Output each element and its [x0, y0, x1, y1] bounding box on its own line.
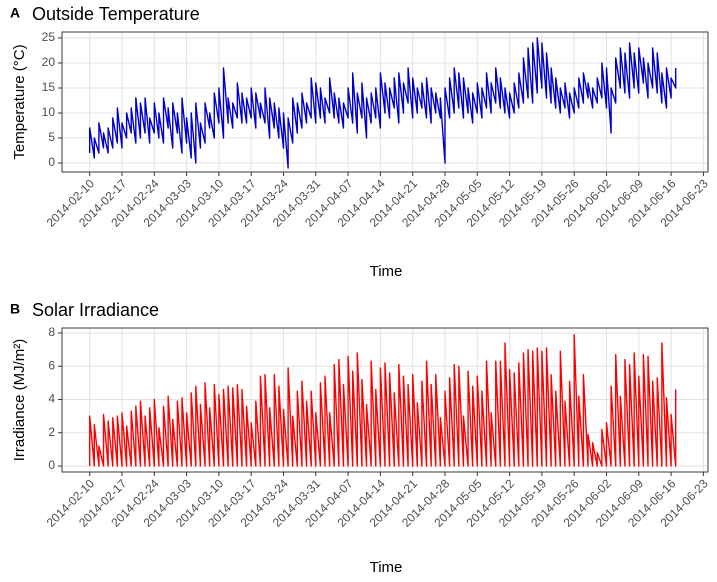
panel-tag: B	[10, 301, 20, 317]
y-tick-label: 15	[42, 80, 56, 94]
y-tick-label: 10	[42, 105, 56, 119]
chart-title: Solar Irradiance	[32, 300, 159, 320]
x-axis-label: Time	[370, 263, 403, 280]
y-tick-label: 25	[42, 30, 56, 44]
y-tick-label: 2	[48, 425, 55, 439]
y-tick-label: 5	[48, 130, 55, 144]
y-tick-label: 0	[48, 458, 55, 472]
plot-border	[61, 327, 709, 473]
y-tick-label: 8	[48, 325, 55, 339]
y-axis-label: Temperature (°C)	[11, 44, 28, 159]
y-tick-label: 4	[48, 392, 55, 406]
plot-border	[61, 31, 709, 173]
y-tick-label: 6	[48, 358, 55, 372]
data-line	[88, 333, 677, 467]
chart-title: Outside Temperature	[32, 4, 200, 24]
panel-tag: A	[10, 5, 20, 21]
y-tick-label: 0	[48, 155, 55, 169]
y-axis-label: Irradiance (MJ/m²)	[11, 339, 28, 462]
x-axis-label: Time	[370, 559, 403, 576]
y-tick-label: 20	[42, 55, 56, 69]
data-line	[88, 37, 677, 169]
